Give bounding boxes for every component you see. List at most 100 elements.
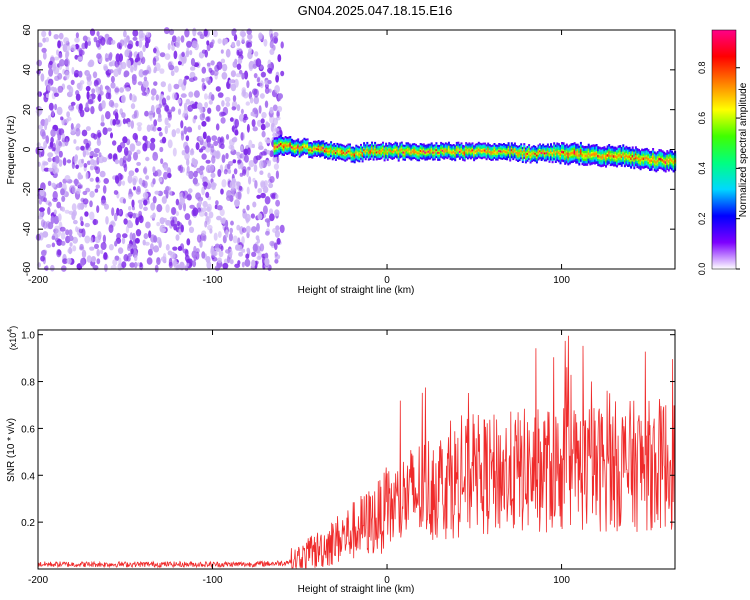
heatmap-cell <box>176 220 181 227</box>
heatmap-cell <box>252 107 258 115</box>
heatmap-cell <box>433 151 436 154</box>
heatmap-cell <box>206 135 212 144</box>
heatmap-cell <box>454 152 457 155</box>
heatmap-cell <box>339 150 342 153</box>
heatmap-cell <box>230 70 236 78</box>
heatmap-cell <box>669 158 672 161</box>
heatmap-cell <box>353 154 356 157</box>
heatmap-cell <box>252 126 258 132</box>
heatmap-cell <box>319 148 322 151</box>
heatmap-cell <box>119 142 126 149</box>
heatmap-cell <box>129 222 134 228</box>
heatmap-cell <box>253 96 259 105</box>
heatmap-cell <box>462 151 465 154</box>
heatmap-cell <box>460 149 463 152</box>
heatmap-cell <box>121 261 127 268</box>
heatmap-cell <box>426 151 428 154</box>
spectrogram-heatmap <box>35 27 677 273</box>
heatmap-cell <box>342 151 345 154</box>
heatmap-cell <box>341 151 344 154</box>
heatmap-cell <box>229 180 236 190</box>
heatmap-cell <box>205 116 210 122</box>
heatmap-cell <box>71 203 77 212</box>
heatmap-cell <box>66 111 70 118</box>
heatmap-cell <box>311 149 314 152</box>
heatmap-cell <box>75 164 79 170</box>
heatmap-cell <box>62 157 67 166</box>
heatmap-cell <box>156 237 162 244</box>
heatmap-cell <box>267 172 271 179</box>
heatmap-cell <box>568 153 571 156</box>
heatmap-cell <box>135 217 140 226</box>
heatmap-cell <box>57 72 63 80</box>
heatmap-cell <box>204 101 209 109</box>
heatmap-cell <box>215 123 220 131</box>
heatmap-cell <box>136 161 142 166</box>
heatmap-cell <box>58 150 63 158</box>
heatmap-cell <box>105 92 111 100</box>
heatmap-cell <box>156 221 161 227</box>
heatmap-cell <box>609 155 612 158</box>
heatmap-cell <box>314 147 317 150</box>
heatmap-cell <box>57 85 64 93</box>
heatmap-cell <box>382 148 384 151</box>
heatmap-cell <box>157 117 163 123</box>
heatmap-cell <box>589 154 592 157</box>
heatmap-cell <box>631 155 634 158</box>
heatmap-cell <box>197 196 204 202</box>
heatmap-cell <box>65 229 70 236</box>
heatmap-cell <box>78 174 84 180</box>
heatmap-cell <box>402 151 405 154</box>
heatmap-cell <box>211 39 215 45</box>
heatmap-cell <box>143 76 148 82</box>
heatmap-cell <box>136 185 141 193</box>
heatmap-cell <box>480 150 483 153</box>
heatmap-cell <box>506 151 509 154</box>
heatmap-cell <box>597 155 600 158</box>
y-tick-label: -40 <box>22 222 33 237</box>
heatmap-cell <box>72 210 77 217</box>
heatmap-cell <box>482 149 485 152</box>
heatmap-cell <box>650 159 653 162</box>
figure-title: GN04.2025.047.18.15.E16 <box>298 3 453 18</box>
heatmap-cell <box>277 105 283 113</box>
heatmap-cell <box>131 94 137 103</box>
heatmap-cell <box>61 206 65 212</box>
heatmap-cell <box>108 224 114 233</box>
heatmap-cell <box>75 226 79 233</box>
heatmap-cell <box>622 153 625 156</box>
heatmap-cell <box>153 245 160 253</box>
heatmap-cell <box>150 214 155 219</box>
heatmap-cell <box>367 151 370 154</box>
heatmap-cell <box>213 140 219 147</box>
heatmap-cell <box>122 155 127 164</box>
heatmap-cell <box>150 88 157 96</box>
heatmap-cell <box>133 186 136 191</box>
heatmap-cell <box>273 163 279 170</box>
heatmap-cell <box>180 120 184 129</box>
heatmap-cell <box>201 251 206 259</box>
heatmap-cell <box>270 33 274 42</box>
heatmap-cell <box>246 28 252 35</box>
heatmap-cell <box>74 73 79 78</box>
heatmap-cell <box>48 201 52 207</box>
heatmap-cell <box>274 251 278 257</box>
heatmap-cell <box>273 31 279 38</box>
heatmap-cell <box>119 87 125 93</box>
heatmap-cell <box>225 249 231 254</box>
heatmap-cell <box>418 152 421 155</box>
heatmap-cell <box>121 94 126 104</box>
heatmap-cell <box>40 129 46 137</box>
heatmap-cell <box>145 221 151 229</box>
heatmap-cell <box>57 249 62 256</box>
heatmap-cell <box>91 256 96 263</box>
heatmap-cell <box>148 110 153 116</box>
heatmap-cell <box>100 199 107 206</box>
heatmap-cell <box>201 82 206 92</box>
heatmap-cell <box>131 199 135 208</box>
heatmap-cell <box>73 155 78 165</box>
heatmap-cell <box>471 149 474 152</box>
heatmap-cell <box>131 74 137 81</box>
heatmap-cell <box>513 149 516 152</box>
heatmap-cell <box>449 151 452 153</box>
